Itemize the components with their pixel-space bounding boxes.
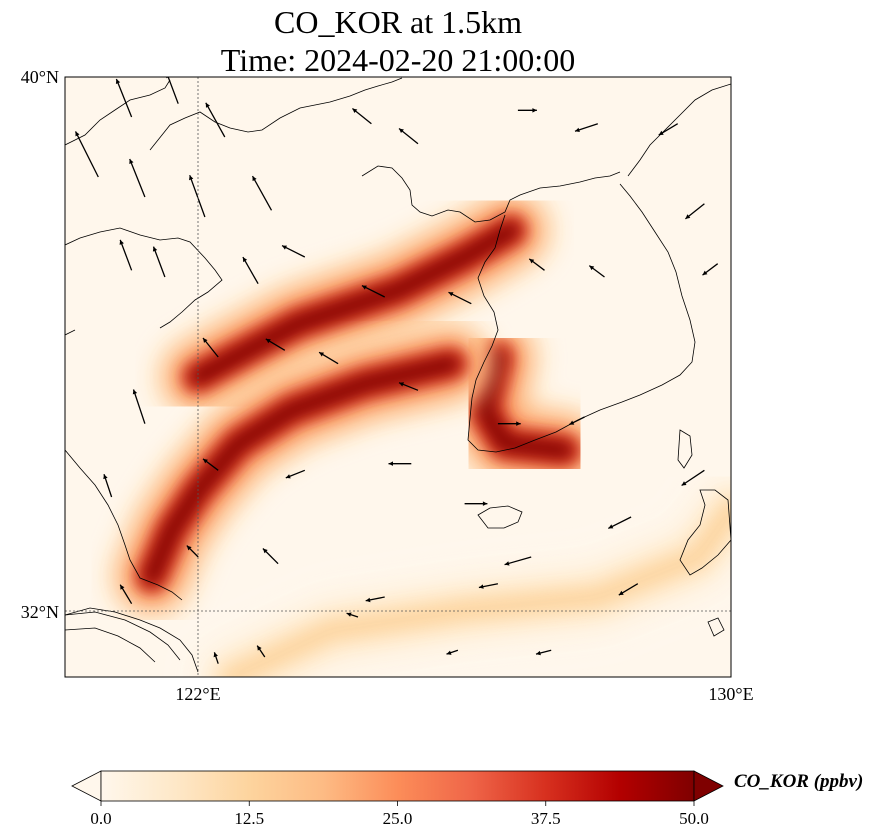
ytick-label-40N: 40°N bbox=[21, 67, 59, 87]
wind-arrow bbox=[517, 108, 537, 113]
wind-arrow bbox=[365, 596, 385, 603]
wind-arrow bbox=[398, 382, 419, 391]
wind-arrow bbox=[265, 338, 286, 351]
wind-arrow bbox=[478, 583, 499, 589]
wind-arrow bbox=[446, 649, 459, 655]
colorbar-ticks: 0.0 12.5 25.0 37.5 50.0 bbox=[90, 801, 709, 828]
colorbar-extend-max bbox=[693, 770, 724, 802]
wind-arrow bbox=[213, 652, 219, 664]
wind-arrow bbox=[346, 612, 359, 618]
wind-arrow bbox=[74, 131, 99, 178]
coastlines bbox=[65, 77, 731, 673]
wind-arrow bbox=[205, 102, 226, 138]
colorbar-tick-label: 37.5 bbox=[531, 809, 561, 828]
wind-arrow bbox=[251, 175, 273, 211]
wind-arrow bbox=[103, 473, 113, 498]
wind-arrow bbox=[569, 416, 585, 426]
colorbar-gradient bbox=[100, 770, 695, 802]
wind-arrow bbox=[129, 158, 146, 198]
wind-arrow bbox=[152, 246, 166, 278]
wind-arrow bbox=[398, 127, 419, 145]
plume-south-plume-level-3 bbox=[222, 501, 731, 677]
map-frame bbox=[64, 76, 732, 678]
colorbar-extend-min bbox=[71, 770, 102, 802]
wind-arrow bbox=[448, 291, 472, 305]
wind-arrow bbox=[189, 174, 206, 218]
wind-arrow bbox=[281, 245, 306, 258]
plume-southwest-plume-level-3 bbox=[142, 354, 461, 586]
xtick-label-122E: 122°E bbox=[175, 684, 220, 704]
wind-arrow bbox=[119, 584, 133, 605]
wind-arrow bbox=[464, 501, 488, 506]
wind-arrow bbox=[132, 389, 146, 424]
colorbar-tick-label: 25.0 bbox=[383, 809, 413, 828]
wind-arrow bbox=[256, 645, 266, 658]
wind-arrow bbox=[528, 258, 545, 271]
wind-arrow bbox=[574, 123, 599, 132]
plume-korea-west-level-3 bbox=[475, 348, 574, 460]
wind-arrow bbox=[504, 556, 532, 566]
map-area bbox=[64, 76, 732, 678]
wind-vectors bbox=[74, 77, 719, 677]
wind-arrow bbox=[702, 263, 719, 276]
wind-arrow bbox=[202, 337, 219, 358]
wind-arrow bbox=[618, 583, 639, 596]
wind-arrow bbox=[684, 203, 705, 220]
gridlines bbox=[65, 77, 731, 677]
wind-arrow bbox=[497, 421, 521, 426]
wind-arrow bbox=[535, 649, 552, 656]
wind-arrow bbox=[285, 469, 306, 479]
wind-arrow bbox=[186, 545, 199, 558]
plume-north-plume-level-3 bbox=[189, 221, 521, 386]
xtick-label-130E: 130°E bbox=[708, 684, 753, 704]
axis-ticks: 40°N 32°N 122°E 130°E bbox=[21, 67, 754, 704]
colorbar-tick-label: 50.0 bbox=[679, 809, 709, 828]
colorbar-tick-label: 0.0 bbox=[90, 809, 111, 828]
wind-arrow bbox=[119, 239, 133, 271]
wind-arrow bbox=[388, 461, 412, 466]
wind-arrow bbox=[262, 548, 279, 565]
wind-arrow bbox=[608, 516, 632, 529]
wind-arrow bbox=[361, 285, 385, 298]
wind-arrow bbox=[202, 458, 219, 471]
wind-arrow bbox=[663, 676, 665, 677]
chart-title-line-1: CO_KOR at 1.5km bbox=[274, 4, 522, 40]
wind-arrow bbox=[658, 123, 679, 136]
wind-arrow bbox=[242, 256, 259, 285]
wind-arrow bbox=[588, 265, 605, 278]
chart-title-line-2: Time: 2024-02-20 21:00:00 bbox=[220, 42, 576, 78]
colorbar-label: CO_KOR (ppbv) bbox=[734, 771, 863, 792]
colorbar-tick-label: 12.5 bbox=[234, 809, 264, 828]
wind-arrow bbox=[318, 351, 339, 365]
wind-arrow bbox=[115, 78, 133, 118]
wind-arrow bbox=[681, 469, 705, 487]
wind-arrow bbox=[351, 107, 372, 125]
ytick-label-32N: 32°N bbox=[21, 602, 59, 622]
concentration-field bbox=[111, 190, 731, 677]
colorbar: 0.0 12.5 25.0 37.5 50.0 CO_KOR (ppbv) bbox=[71, 770, 863, 828]
